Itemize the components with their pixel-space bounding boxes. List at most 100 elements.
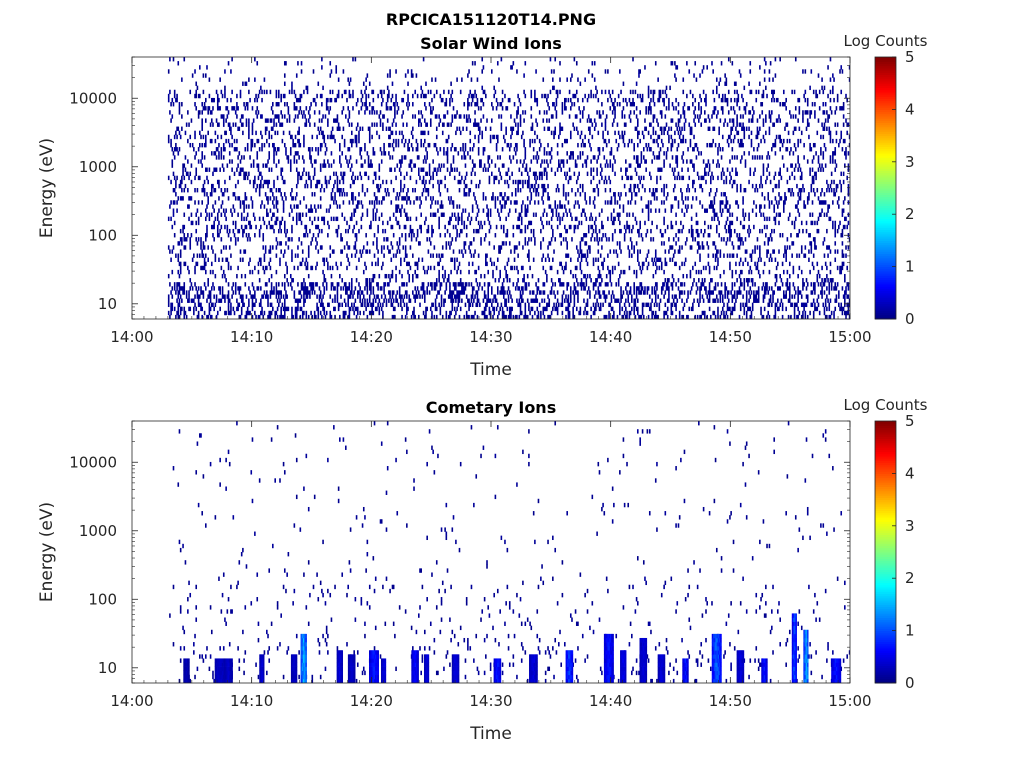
- data-cell: [595, 85, 597, 91]
- data-cell: [415, 237, 418, 242]
- data-cell: [394, 314, 396, 319]
- data-cell: [404, 138, 407, 144]
- data-cell: [459, 228, 462, 234]
- data-cell: [361, 102, 364, 107]
- data-cell: [309, 147, 311, 152]
- data-cell: [197, 314, 200, 319]
- data-cell: [401, 314, 403, 319]
- data-cell: [626, 212, 628, 217]
- data-cell: [617, 278, 620, 283]
- data-cell: [467, 298, 469, 303]
- data-cell: [400, 188, 402, 193]
- data-cell: [364, 147, 366, 152]
- data-cell: [440, 302, 443, 308]
- data-cell: [325, 286, 328, 291]
- data-cell: [187, 171, 189, 177]
- data-cell: [257, 314, 260, 319]
- data-cell: [413, 310, 415, 316]
- data-cell: [682, 138, 685, 144]
- data-cell: [220, 204, 223, 209]
- data-cell: [464, 192, 467, 197]
- data-cell: [190, 118, 193, 123]
- data-cell: [299, 93, 302, 99]
- data-cell: [555, 89, 558, 95]
- data-cell: [475, 183, 478, 189]
- data-cell: [372, 151, 375, 156]
- data-cell: [635, 171, 638, 177]
- data-cell: [173, 188, 176, 193]
- data-cell: [382, 179, 384, 185]
- data-cell: [327, 122, 329, 127]
- data-cell: [321, 216, 323, 222]
- data-cell: [341, 302, 344, 308]
- data-cell: [654, 314, 657, 319]
- data-cell: [463, 245, 466, 250]
- data-cell: [282, 130, 285, 136]
- data-cell: [171, 163, 174, 168]
- data-cell: [571, 102, 573, 107]
- data-cell: [526, 314, 529, 319]
- data-cell: [409, 298, 412, 303]
- data-cell: [231, 212, 233, 217]
- data-cell: [230, 237, 232, 242]
- data-cell: [457, 265, 460, 271]
- data-cell: [201, 118, 204, 123]
- data-cell: [524, 314, 527, 319]
- data-cell: [334, 314, 336, 319]
- data-cell: [522, 130, 524, 136]
- data-cell: [364, 192, 366, 197]
- data-cell: [371, 306, 373, 312]
- data-cell: [581, 282, 584, 287]
- data-cell: [269, 89, 272, 95]
- data-cell: [668, 106, 670, 111]
- data-cell: [172, 188, 175, 193]
- data-cell: [429, 122, 432, 127]
- data-cell: [293, 106, 296, 111]
- data-cell: [197, 286, 200, 291]
- data-cell: [665, 151, 668, 156]
- data-cell: [680, 138, 682, 144]
- data-cell: [201, 122, 204, 127]
- data-cell: [631, 102, 633, 107]
- data-cell: [580, 282, 583, 287]
- data-cell: [628, 114, 631, 119]
- data-cell: [193, 310, 195, 316]
- data-cell: [562, 188, 565, 193]
- data-cell: [261, 200, 263, 205]
- data-cell: [303, 110, 305, 115]
- data-cell: [170, 216, 172, 222]
- data-cell: [210, 212, 213, 217]
- data-cell: [617, 192, 620, 197]
- data-cell: [458, 314, 461, 319]
- data-cell: [439, 118, 442, 123]
- data-cell: [280, 97, 282, 103]
- data-cell: [587, 228, 590, 234]
- data-cell: [325, 179, 328, 185]
- data-cell: [406, 302, 408, 308]
- data-cell: [610, 298, 613, 303]
- data-cell: [279, 220, 281, 226]
- data-cell: [549, 151, 552, 156]
- data-cell: [195, 167, 198, 172]
- data-cell: [469, 188, 472, 193]
- data-cell: [368, 102, 371, 107]
- data-cell: [429, 175, 432, 181]
- data-cell: [601, 175, 603, 181]
- data-cell: [264, 249, 267, 254]
- data-cell: [361, 204, 364, 209]
- data-cell: [234, 282, 237, 287]
- data-cell: [401, 306, 403, 312]
- data-cell: [273, 183, 275, 189]
- data-cell: [340, 171, 342, 177]
- data-cell: [475, 216, 478, 222]
- data-cell: [429, 106, 432, 111]
- data-cell: [597, 265, 600, 271]
- data-cell: [572, 273, 574, 279]
- data-cell: [213, 188, 215, 193]
- data-cell: [434, 142, 437, 148]
- data-cell: [429, 282, 432, 287]
- data-cell: [178, 130, 181, 136]
- data-cell: [569, 106, 572, 111]
- data-cell: [406, 200, 408, 205]
- data-cell: [413, 294, 415, 299]
